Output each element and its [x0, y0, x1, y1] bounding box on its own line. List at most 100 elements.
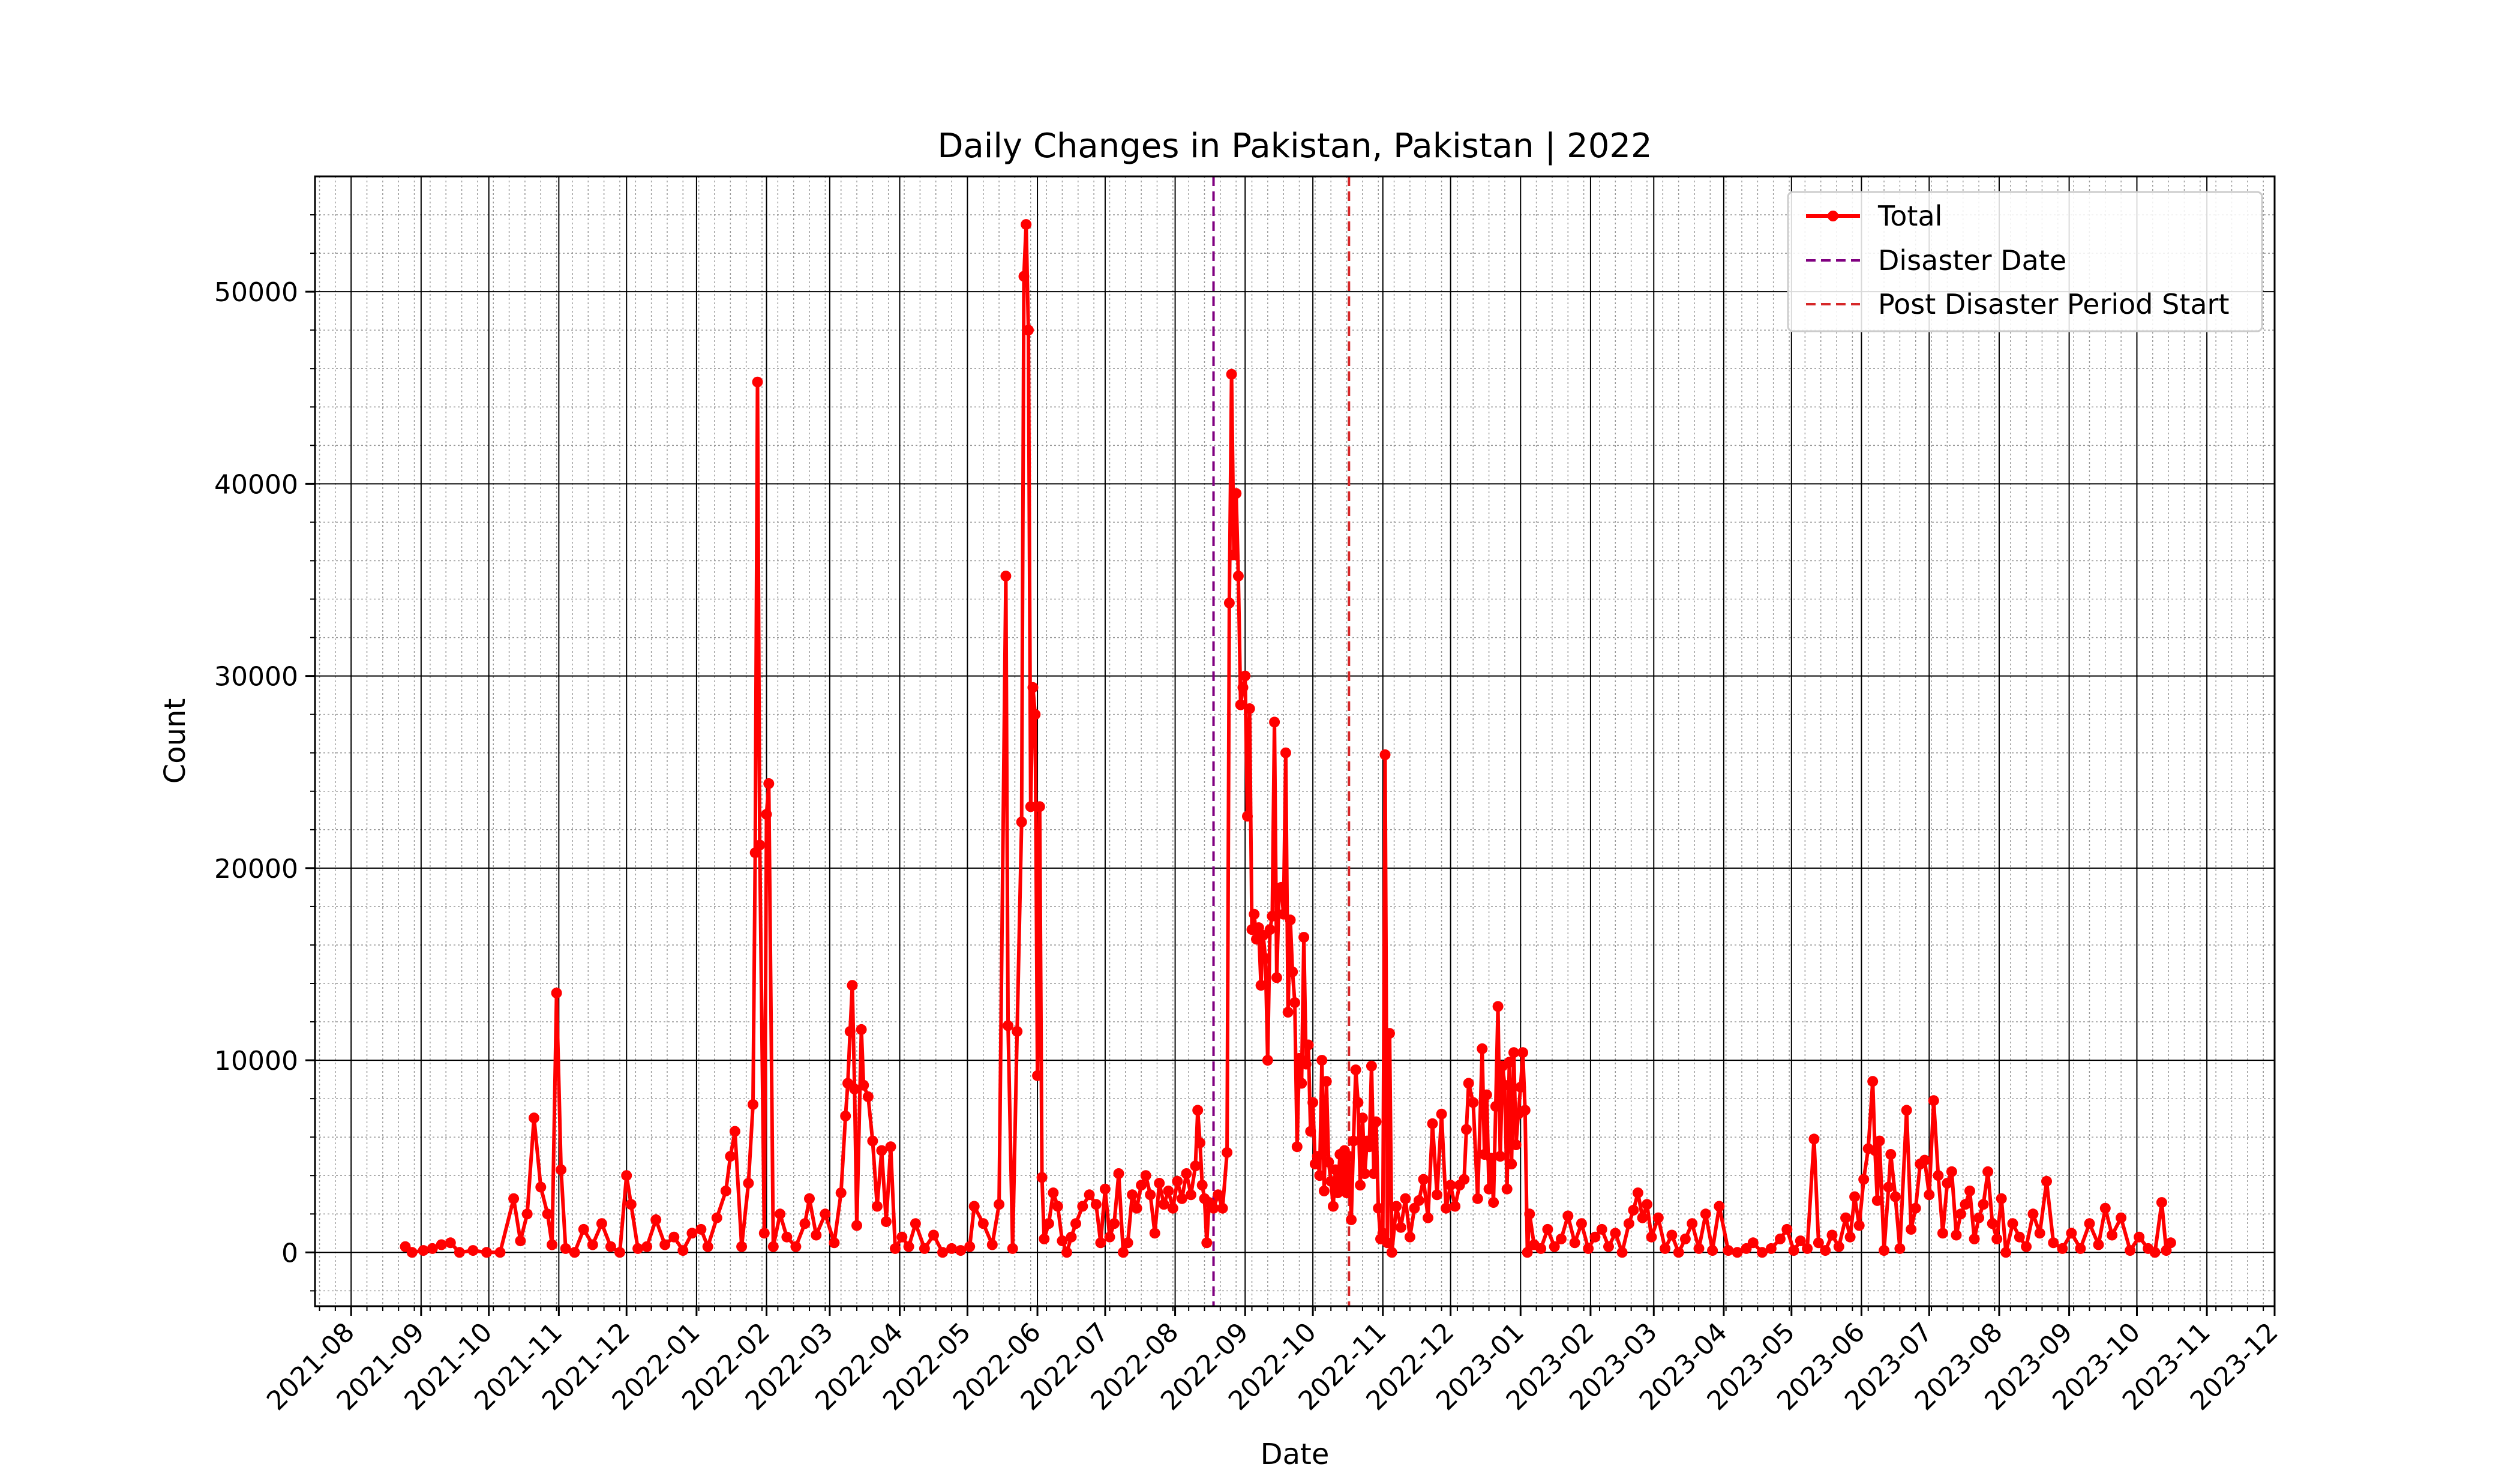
data-point: [1391, 1201, 1402, 1212]
data-point: [605, 1241, 616, 1252]
data-point: [1942, 1178, 1953, 1189]
data-point: [677, 1245, 689, 1256]
data-point: [587, 1239, 598, 1250]
data-point: [1368, 1168, 1379, 1179]
data-point: [1844, 1231, 1856, 1243]
data-point: [763, 778, 775, 789]
data-point: [1714, 1201, 1725, 1212]
data-point: [1208, 1202, 1219, 1214]
data-point: [1285, 914, 1296, 926]
data-point: [1066, 1231, 1077, 1243]
data-point: [1483, 1183, 1495, 1195]
data-point: [767, 1241, 779, 1252]
data-point: [1300, 1058, 1312, 1070]
y-tick-label: 50000: [214, 277, 298, 308]
data-point: [1687, 1218, 1698, 1229]
y-tick-label: 20000: [214, 854, 298, 884]
data-point: [1616, 1247, 1628, 1258]
data-point: [1122, 1237, 1133, 1249]
data-point: [955, 1245, 967, 1256]
data-point: [743, 1178, 754, 1189]
data-point: [1127, 1189, 1138, 1201]
data-point: [2034, 1228, 2045, 1239]
data-point: [2116, 1212, 2127, 1223]
data-point: [752, 376, 763, 388]
data-point: [1490, 1101, 1501, 1112]
plot-frame: [314, 175, 2276, 1307]
data-point: [867, 1135, 878, 1147]
data-point: [467, 1245, 479, 1256]
data-point: [1000, 571, 1012, 582]
data-point: [2014, 1231, 2025, 1243]
data-point: [515, 1235, 526, 1247]
data-point: [1524, 1208, 1535, 1220]
legend-disaster-label: Disaster Date: [1878, 244, 2066, 277]
data-point: [1660, 1243, 1671, 1254]
data-point: [1384, 1028, 1395, 1039]
data-point: [1118, 1247, 1129, 1258]
data-point: [1145, 1189, 1156, 1201]
data-point: [1167, 1202, 1178, 1214]
data-point: [910, 1218, 921, 1229]
data-point: [1034, 801, 1045, 812]
data-point: [1262, 1055, 1273, 1066]
data-point: [1756, 1247, 1768, 1258]
data-point: [1504, 1057, 1515, 1068]
data-point: [1330, 1164, 1341, 1175]
data-point: [551, 988, 562, 998]
data-point: [578, 1223, 589, 1235]
data-point: [1172, 1175, 1183, 1187]
data-point: [1190, 1160, 1201, 1172]
data-point: [1280, 747, 1291, 758]
data-point: [1264, 924, 1276, 935]
data-point: [2093, 1239, 2104, 1250]
data-point: [1090, 1199, 1102, 1210]
data-point: [1255, 980, 1267, 991]
data-point: [844, 1026, 856, 1037]
data-point: [1646, 1231, 1657, 1243]
data-point: [2007, 1218, 2018, 1229]
data-point: [1486, 1153, 1497, 1164]
data-point: [1131, 1202, 1142, 1214]
data-point: [885, 1141, 896, 1153]
data-point: [2084, 1218, 2095, 1229]
data-point: [1889, 1191, 1901, 1202]
y-tick-label: 10000: [214, 1046, 298, 1076]
data-point: [1023, 325, 1034, 336]
series-points-group: [400, 219, 2176, 1258]
data-point: [1445, 1180, 1456, 1191]
data-point: [1223, 597, 1235, 608]
data-point: [758, 1228, 770, 1239]
data-point: [1012, 1026, 1023, 1037]
data-point: [1104, 1231, 1115, 1243]
data-point: [1418, 1174, 1429, 1185]
data-point: [1723, 1245, 1734, 1256]
data-point: [1061, 1247, 1072, 1258]
data-point: [1960, 1199, 1971, 1210]
data-point: [1325, 1175, 1337, 1187]
data-point: [1906, 1223, 1917, 1235]
data-point: [1352, 1097, 1364, 1108]
data-point: [625, 1199, 637, 1210]
y-tick-label: 30000: [214, 662, 298, 692]
data-point: [1176, 1193, 1187, 1204]
data-point: [1459, 1174, 1470, 1185]
data-point: [754, 839, 766, 851]
data-point: [596, 1218, 607, 1229]
data-point: [736, 1241, 748, 1252]
data-point: [1231, 488, 1242, 499]
data-point: [1517, 1047, 1528, 1058]
data-point: [1499, 1079, 1510, 1091]
data-point: [1642, 1199, 1652, 1210]
data-point: [1492, 1001, 1504, 1012]
data-point: [1700, 1208, 1711, 1220]
data-point: [2156, 1197, 2167, 1208]
data-point: [1589, 1231, 1601, 1243]
data-point: [1043, 1218, 1054, 1229]
data-point: [1084, 1189, 1095, 1201]
data-point: [1154, 1178, 1165, 1189]
data-point: [1276, 881, 1287, 893]
data-point: [1095, 1237, 1106, 1249]
data-point: [1423, 1212, 1433, 1223]
data-point: [804, 1193, 815, 1204]
